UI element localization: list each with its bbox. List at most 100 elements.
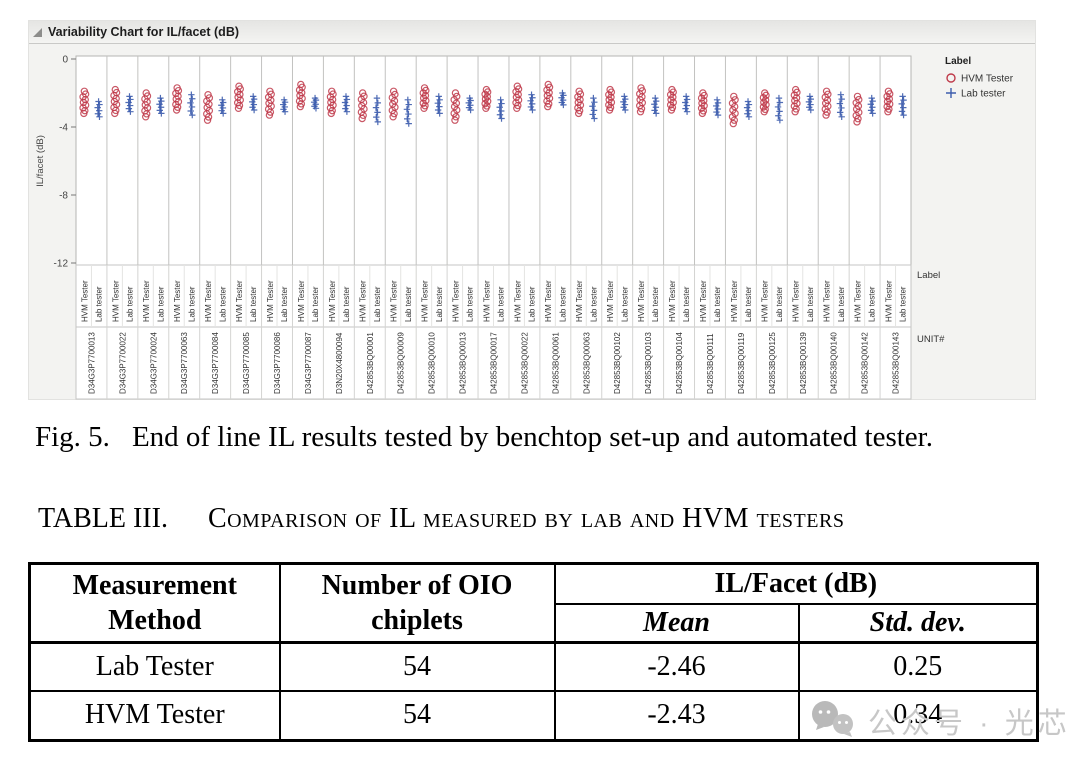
svg-text:HVM Tester: HVM Tester xyxy=(421,280,430,322)
results-table: Measurement Method Number of OIO chiplet… xyxy=(28,562,1039,742)
svg-text:HVM Tester: HVM Tester xyxy=(853,280,862,322)
svg-text:D42853BQ00061: D42853BQ00061 xyxy=(551,332,560,394)
svg-text:HVM Tester: HVM Tester xyxy=(513,280,522,322)
col-header-number-of-chiplets: Number of OIO chiplets xyxy=(278,562,556,643)
svg-text:HVM Tester: HVM Tester xyxy=(575,280,584,322)
variability-chart-panel: Variability Chart for IL/facet (dB) 0 -4 -… xyxy=(28,20,1036,400)
cell-method: HVM Tester xyxy=(28,690,281,741)
svg-text:Lab tester: Lab tester xyxy=(528,286,537,322)
svg-text:HVM Tester: HVM Tester xyxy=(637,280,646,322)
svg-text:Lab tester: Lab tester xyxy=(187,286,196,322)
svg-text:Lab tester: Lab tester xyxy=(126,286,135,322)
svg-text:-12: -12 xyxy=(54,259,69,270)
svg-text:D34G3P7700087: D34G3P7700087 xyxy=(304,332,313,394)
svg-text:D34G3P7700063: D34G3P7700063 xyxy=(180,332,189,394)
table-row-hvm-tester: HVM Tester 54 -2.43 0.34 xyxy=(28,690,1039,741)
col-subheader-mean: Mean xyxy=(553,602,800,643)
svg-text:D42853BQ00111: D42853BQ00111 xyxy=(706,333,715,394)
svg-text:Lab tester: Lab tester xyxy=(249,286,258,322)
svg-text:HVM Tester: HVM Tester xyxy=(328,280,337,322)
svg-text:Lab tester: Lab tester xyxy=(589,286,598,322)
svg-text:HVM Tester: HVM Tester xyxy=(884,280,893,322)
chart-title: Variability Chart for IL/facet (dB) xyxy=(48,25,240,39)
col-subheader-std-dev: Std. dev. xyxy=(797,602,1039,643)
chart-body: 0 -4 -8 -12 IL/facet (dB) HVM Tester Lab teste… xyxy=(29,44,1037,401)
svg-text:D42853BQ00125: D42853BQ00125 xyxy=(768,332,777,394)
col-header-measurement-method: Measurement Method xyxy=(28,562,281,643)
col-group-header-il-facet: IL/Facet (dB) xyxy=(553,562,1039,605)
svg-text:Lab tester: Lab tester xyxy=(373,286,382,322)
svg-text:Lab tester: Lab tester xyxy=(682,286,691,322)
svg-text:Lab tester: Lab tester xyxy=(899,286,908,322)
svg-text:HVM Tester: HVM Tester xyxy=(266,280,275,322)
svg-text:HVM Tester: HVM Tester xyxy=(235,280,244,322)
svg-text:HVM Tester: HVM Tester xyxy=(606,280,615,322)
cell-chiplet-count: 54 xyxy=(278,640,556,692)
svg-text:HVM Tester: HVM Tester xyxy=(668,280,677,322)
svg-text:Lab tester: Lab tester xyxy=(95,286,104,322)
svg-text:HVM Tester: HVM Tester xyxy=(142,280,151,322)
svg-text:HVM Tester: HVM Tester xyxy=(451,280,460,322)
svg-text:Label: Label xyxy=(945,56,971,67)
chart-title-bar[interactable]: Variability Chart for IL/facet (dB) xyxy=(29,21,1035,44)
svg-text:D42853BQ00140: D42853BQ00140 xyxy=(830,332,839,394)
svg-text:D34G3P7700086: D34G3P7700086 xyxy=(273,332,282,394)
svg-text:D42853BQ00009: D42853BQ00009 xyxy=(397,332,406,394)
svg-text:Lab tester: Lab tester xyxy=(342,286,351,322)
watermark-text: 公众号 · 光芯 xyxy=(868,708,1071,740)
svg-text:HVM Tester: HVM Tester xyxy=(482,280,491,322)
figure-caption-text: End of line IL results tested by benchto… xyxy=(131,421,933,453)
svg-text:Lab tester: Lab tester xyxy=(620,286,629,322)
svg-text:-8: -8 xyxy=(59,191,68,202)
svg-text:D34G3P7700085: D34G3P7700085 xyxy=(242,332,251,394)
watermark: 公众号 · 光芯 xyxy=(810,700,1071,742)
svg-text:D42853BQ00104: D42853BQ00104 xyxy=(675,332,684,394)
svg-text:D42853BQ00001: D42853BQ00001 xyxy=(366,332,375,394)
svg-text:Lab tester: Lab tester xyxy=(837,286,846,322)
table-number-label: TABLE III. xyxy=(38,503,168,534)
svg-text:Lab tester: Lab tester xyxy=(497,286,506,322)
svg-text:Lab tester: Lab tester xyxy=(806,286,815,322)
svg-text:HVM Tester: HVM Tester xyxy=(204,280,213,322)
svg-text:HVM Tester: HVM Tester xyxy=(359,280,368,322)
svg-text:Lab tester: Lab tester xyxy=(775,286,784,322)
table-row-lab-tester: Lab Tester 54 -2.46 0.25 xyxy=(28,640,1039,692)
disclosure-triangle-icon[interactable] xyxy=(33,27,42,37)
svg-text:HVM Tester: HVM Tester xyxy=(173,280,182,322)
svg-text:D42853BQ00139: D42853BQ00139 xyxy=(799,332,808,394)
svg-text:Lab tester: Lab tester xyxy=(280,286,289,322)
cell-mean: -2.43 xyxy=(553,690,800,741)
svg-text:HVM Tester: HVM Tester xyxy=(761,280,770,322)
svg-text:-4: -4 xyxy=(59,123,68,134)
table-title: Comparison of IL measured by lab and HVM… xyxy=(207,503,845,534)
svg-text:D34G3P7700084: D34G3P7700084 xyxy=(211,332,220,394)
svg-text:Lab tester: Lab tester xyxy=(868,286,877,322)
cell-method: Lab Tester xyxy=(28,640,281,692)
cell-mean: -2.46 xyxy=(553,640,800,692)
svg-text:HVM Tester: HVM Tester xyxy=(961,74,1014,85)
svg-text:D42853BQ00103: D42853BQ00103 xyxy=(644,332,653,394)
cell-chiplet-count: 54 xyxy=(278,690,556,741)
svg-text:D3N20X4800094: D3N20X4800094 xyxy=(335,332,344,394)
wechat-bubbles-icon xyxy=(812,701,853,737)
svg-text:Lab tester: Lab tester xyxy=(311,286,320,322)
svg-text:D42853BQ00142: D42853BQ00142 xyxy=(861,332,870,394)
svg-text:D42853BQ00102: D42853BQ00102 xyxy=(613,332,622,394)
variability-chart-svg: 0 -4 -8 -12 IL/facet (dB) HVM Tester Lab teste… xyxy=(35,55,1014,400)
svg-text:Label: Label xyxy=(917,270,940,281)
svg-text:D42853BQ00143: D42853BQ00143 xyxy=(892,332,901,394)
svg-text:HVM Tester: HVM Tester xyxy=(297,280,306,322)
svg-text:Lab tester: Lab tester xyxy=(558,286,567,322)
svg-text:UNIT#: UNIT# xyxy=(917,334,945,345)
svg-text:Lab tester: Lab tester xyxy=(713,286,722,322)
svg-text:Lab tester: Lab tester xyxy=(466,286,475,322)
svg-text:D34G3P7700013: D34G3P7700013 xyxy=(87,332,96,394)
svg-text:HVM Tester: HVM Tester xyxy=(80,280,89,322)
svg-text:HVM Tester: HVM Tester xyxy=(699,280,708,322)
cell-std-dev: 0.25 xyxy=(797,640,1039,692)
figure-label: Fig. 5. xyxy=(35,421,110,453)
svg-text:HVM Tester: HVM Tester xyxy=(730,280,739,322)
svg-text:Lab tester: Lab tester xyxy=(651,286,660,322)
svg-text:HVM Tester: HVM Tester xyxy=(111,280,120,322)
svg-text:0: 0 xyxy=(62,55,68,66)
